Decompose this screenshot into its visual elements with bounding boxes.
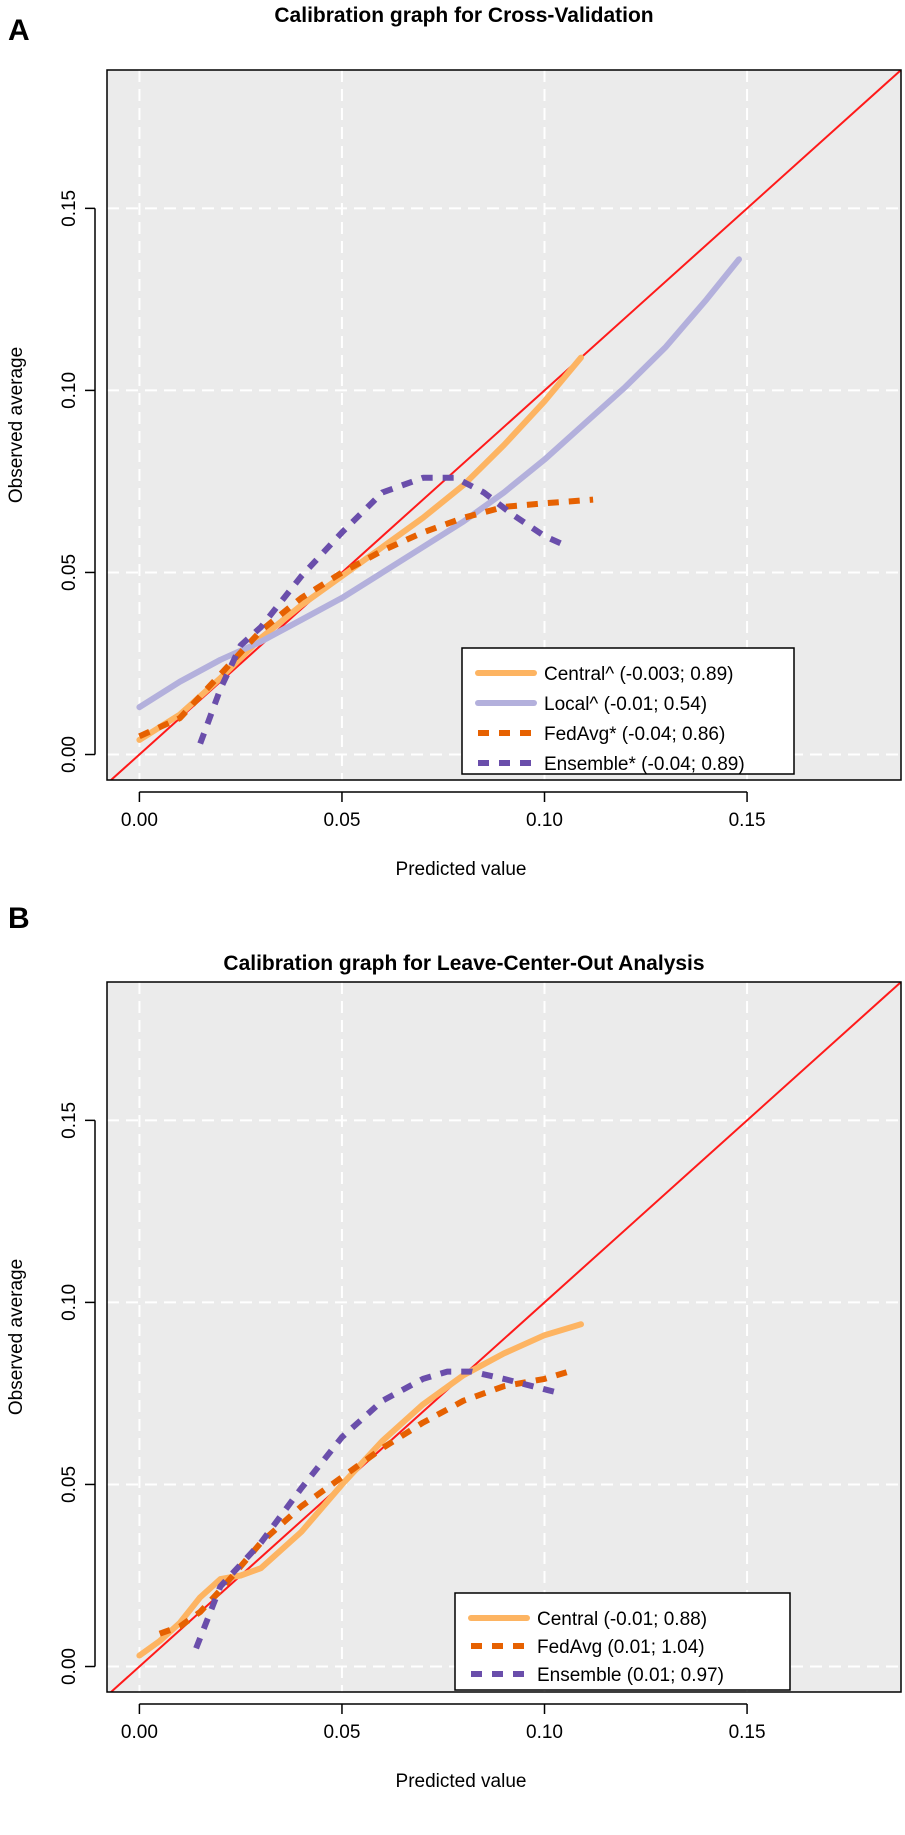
- x-tick-label: 0.00: [121, 810, 158, 831]
- series-line-fedavg: [158, 1368, 570, 1637]
- y-tick-label: 0.05: [59, 554, 80, 591]
- x-tick-label: 0.05: [323, 1722, 360, 1743]
- legend-entry-label: Central^ (-0.003; 0.89): [544, 664, 734, 685]
- y-tick-label: 0.00: [59, 736, 80, 773]
- chart-title: Calibration graph for Leave-Center-Out A…: [223, 952, 704, 975]
- legend-box: [461, 647, 795, 775]
- legend-entry-label: Central (-0.01; 0.88): [537, 1609, 707, 1630]
- legend: Central^ (-0.003; 0.89) Local^ (-0.01; 0.…: [461, 647, 795, 775]
- y-tick-label: 0.10: [59, 1284, 80, 1321]
- y-tick-label: 0.15: [59, 1102, 80, 1139]
- x-tick-label: 0.15: [729, 810, 766, 831]
- legend-entry-label: Local^ (-0.01; 0.54): [544, 694, 707, 715]
- y-tick-label: 0.00: [59, 1648, 80, 1685]
- legend: Central (-0.01; 0.88) FedAvg (0.01; 1.04)…: [454, 1592, 791, 1691]
- y-tick-label: 0.10: [59, 372, 80, 409]
- chart-title: Calibration graph for Cross-Validation: [274, 4, 653, 27]
- x-tick-label: 0.15: [729, 1722, 766, 1743]
- series-line-ensemble: [193, 1368, 562, 1650]
- chart-panel-a: A Calibration graph for Cross-Validation 0…: [6, 4, 902, 880]
- y-tick-label: 0.05: [59, 1466, 80, 1503]
- x-axis-label: Predicted value: [396, 859, 527, 880]
- legend-entry-label: FedAvg* (-0.04; 0.86): [544, 724, 725, 745]
- reference-diagonal-line: [110, 70, 901, 780]
- series-line-ensemble: [197, 474, 571, 745]
- legend-entry-label: Ensemble (0.01; 0.97): [537, 1665, 724, 1686]
- series-line-central: [136, 1321, 584, 1659]
- x-axis-label: Predicted value: [396, 1771, 527, 1792]
- panel-letter: B: [8, 902, 30, 935]
- y-axis-label: Observed average: [6, 1259, 27, 1415]
- y-axis-label: Observed average: [6, 347, 27, 503]
- x-tick-label: 0.10: [526, 810, 563, 831]
- x-tick-label: 0.00: [121, 1722, 158, 1743]
- plot-border: [106, 981, 902, 1693]
- y-tick-label: 0.15: [59, 190, 80, 227]
- series-line-fedavg: [138, 496, 594, 740]
- x-tick-label: 0.10: [526, 1722, 563, 1743]
- legend-entry-label: FedAvg (0.01; 1.04): [537, 1637, 705, 1658]
- chart-panel-b: B Calibration graph for Leave-Center-Out …: [6, 902, 902, 1792]
- legend-box: [454, 1592, 791, 1691]
- legend-entry-label: Ensemble* (-0.04; 0.89): [544, 754, 745, 775]
- plot-border: [106, 69, 902, 781]
- x-tick-label: 0.05: [323, 810, 360, 831]
- panel-letter: A: [8, 14, 30, 47]
